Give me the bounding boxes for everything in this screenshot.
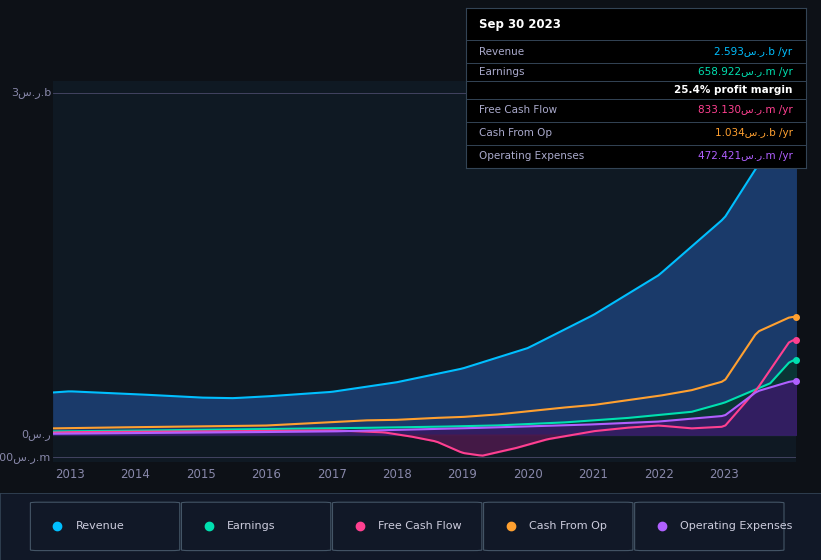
Text: Free Cash Flow: Free Cash Flow [479, 105, 557, 115]
Text: 25.4% profit margin: 25.4% profit margin [674, 85, 792, 95]
Text: Revenue: Revenue [479, 46, 525, 57]
Text: Cash From Op: Cash From Op [479, 128, 553, 138]
Text: Operating Expenses: Operating Expenses [680, 521, 792, 531]
Text: 472.421س.ر.m /yr: 472.421س.ر.m /yr [698, 151, 792, 161]
Text: 2.593س.ر.b /yr: 2.593س.ر.b /yr [714, 46, 792, 57]
Text: 1.034س.ر.b /yr: 1.034س.ر.b /yr [714, 128, 792, 138]
Text: -200س.ر.m: -200س.ر.m [0, 452, 51, 463]
Text: Revenue: Revenue [76, 521, 124, 531]
Text: Free Cash Flow: Free Cash Flow [378, 521, 461, 531]
Text: Operating Expenses: Operating Expenses [479, 151, 585, 161]
Text: 0س.ر: 0س.ر [21, 429, 51, 440]
Text: Earnings: Earnings [227, 521, 275, 531]
Text: Cash From Op: Cash From Op [529, 521, 607, 531]
Text: Sep 30 2023: Sep 30 2023 [479, 18, 561, 31]
Text: 833.130س.ر.m /yr: 833.130س.ر.m /yr [698, 105, 792, 115]
Text: 658.922س.ر.m /yr: 658.922س.ر.m /yr [698, 67, 792, 77]
Text: 3س.ر.b: 3س.ر.b [11, 87, 51, 98]
Text: Earnings: Earnings [479, 67, 525, 77]
